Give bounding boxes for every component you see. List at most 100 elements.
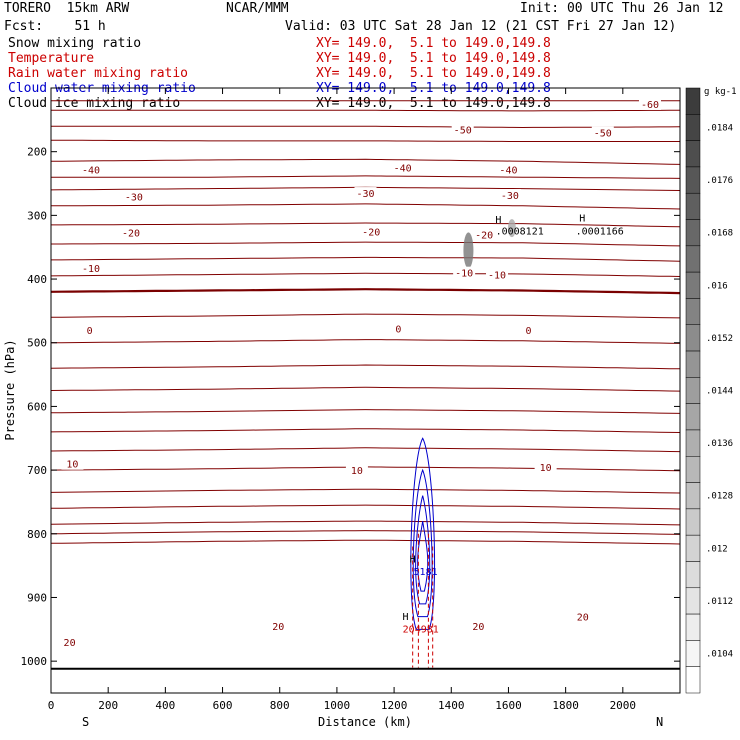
- x-tick-label: 400: [155, 699, 175, 712]
- isotherm-30: [50, 428, 681, 433]
- colorbar-label: .0184: [706, 123, 733, 133]
- isotherm--35: [51, 175, 681, 179]
- x-tick-label: 800: [270, 699, 290, 712]
- legend-temperature-name: Temperature: [8, 51, 95, 66]
- x-axis-label: Distance (km): [318, 715, 412, 729]
- isotherm-label: 10: [540, 463, 552, 474]
- y-tick-label: 1000: [21, 655, 48, 668]
- isotherm-label: -50: [454, 125, 472, 136]
- isotherm-10: [51, 339, 681, 344]
- colorbar-box: [685, 403, 701, 431]
- high-marker: H: [495, 215, 501, 226]
- legend-snow-range: XY= 149.0, 5.1 to 149.0,149.8: [316, 36, 551, 51]
- cloud-water-contour: [415, 495, 431, 605]
- colorbar-box: [685, 456, 701, 483]
- high-marker: H: [403, 612, 409, 623]
- isotherm--50: [51, 125, 681, 129]
- colorbar-label: .0112: [706, 597, 733, 607]
- legend-rain-range: XY= 149.0, 5.1 to 149.0,149.8: [316, 66, 551, 81]
- colorbar-label: .0104: [706, 650, 733, 660]
- value-annotation: .0008121: [496, 226, 544, 237]
- valid-time: Valid: 03 UTC Sat 28 Jan 12 (21 CST Fri …: [285, 19, 677, 34]
- isotherm-label: -60: [641, 100, 659, 111]
- cloud-water-contour: [412, 468, 433, 618]
- isotherm--55: [51, 109, 680, 112]
- isotherm-65: [50, 539, 681, 545]
- isotherm-label-bg: [120, 226, 143, 239]
- isotherm--40: [51, 158, 681, 165]
- colorbar-label: .0168: [706, 229, 733, 239]
- colorbar-label: .0144: [706, 387, 733, 397]
- colorbar-box: [685, 245, 701, 273]
- x-tick-label: 200: [98, 699, 118, 712]
- isotherm--20: [51, 222, 681, 228]
- isotherm-label: -20: [475, 230, 493, 241]
- high-marker: H: [410, 554, 416, 565]
- isotherm-label: -30: [501, 191, 519, 202]
- isotherm-label-bg: [498, 188, 521, 201]
- isotherm-60: [50, 530, 681, 535]
- legend-temperature-range: XY= 149.0, 5.1 to 149.0,149.8: [316, 51, 551, 66]
- colorbar-box: [685, 613, 701, 641]
- colorbar-box: [685, 87, 701, 115]
- isotherm-label: 20: [64, 638, 76, 649]
- isotherm-label-bg: [451, 123, 474, 136]
- isotherm--45: [50, 139, 680, 142]
- isotherm-label: 0: [87, 326, 93, 337]
- isotherm--15: [51, 241, 681, 247]
- isotherm-label: 20: [577, 613, 589, 624]
- legend-cloud-ice-range: XY= 149.0, 5.1 to 149.0,149.8: [316, 96, 551, 111]
- colorbar-box: [685, 587, 701, 615]
- isotherm-50: [50, 504, 681, 510]
- isotherm-label: -30: [356, 189, 374, 200]
- isotherm-label-bg: [638, 97, 661, 110]
- colorbar-box: [685, 508, 701, 536]
- y-tick-label: 900: [27, 591, 47, 604]
- isotherm-label-bg: [591, 126, 614, 139]
- isotherm-label-bg: [517, 324, 540, 336]
- isotherm-label: 20: [472, 622, 484, 633]
- isotherm-label: -10: [488, 271, 506, 282]
- isotherm-label-bg: [473, 228, 496, 241]
- isotherm-label: -40: [82, 166, 100, 177]
- colorbar-label: .012: [706, 544, 728, 554]
- cloud-water-contour: [410, 437, 436, 630]
- isotherm-55: [50, 520, 681, 526]
- colorbar-box: [685, 114, 701, 141]
- legend-snow-name: Snow mixing ratio: [8, 36, 142, 51]
- isotherm--25: [51, 203, 681, 210]
- isotherm-label-bg: [58, 636, 81, 649]
- isotherm-label-bg: [78, 324, 101, 336]
- colorbar-box: [685, 640, 701, 667]
- isotherm-45: [50, 488, 681, 494]
- center-title: NCAR/MMM: [226, 1, 289, 16]
- isotherm-label-bg: [61, 457, 84, 470]
- colorbar-box: [685, 219, 701, 247]
- isotherm-label-bg: [122, 190, 145, 203]
- snow-blob: [507, 219, 516, 238]
- x-tick-label: 2000: [610, 699, 637, 712]
- y-axis-label: Pressure (hPa): [3, 339, 17, 440]
- isotherm-label: -30: [125, 192, 143, 203]
- colorbar-box: [685, 350, 701, 378]
- x-axis-start-label: S: [82, 715, 89, 729]
- isotherm-label: -50: [594, 129, 612, 140]
- isotherm-label-bg: [80, 262, 103, 275]
- colorbar-box: [685, 482, 701, 510]
- x-tick-label: 1400: [438, 699, 465, 712]
- colorbar-label: .0176: [706, 176, 733, 186]
- isotherm-20: [50, 386, 681, 392]
- colorbar-label: .0136: [706, 439, 733, 449]
- isotherm-35: [50, 447, 681, 453]
- colorbar-label: .016: [706, 281, 728, 291]
- isotherm-label: -20: [362, 227, 380, 238]
- y-tick-label: 400: [27, 273, 47, 286]
- model-title: TORERO 15km ARW: [4, 1, 130, 16]
- colorbar: .0184 .0176 .0168 .016 .0152 .0144 .0136 .0128.…: [685, 87, 733, 694]
- x-tick-label: 1000: [324, 699, 351, 712]
- isotherm-label: -40: [499, 166, 517, 177]
- init-time: Init: 00 UTC Thu 26 Jan 12: [520, 1, 724, 16]
- isotherm-5: [50, 313, 681, 319]
- colorbar-box: [685, 140, 701, 168]
